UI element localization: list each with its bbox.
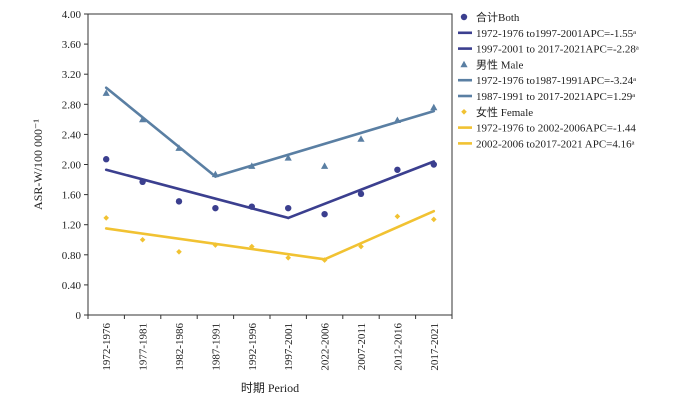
data-point	[393, 116, 401, 123]
legend-marker	[460, 13, 468, 21]
legend-fit-label: 1987-1991 to 2017-2021APC=1.29ᵃ	[476, 91, 635, 103]
legend-series-label: 男性 Male	[476, 57, 523, 71]
y-tick-label: 1.20	[62, 220, 82, 232]
x-tick-label: 2007-2011	[356, 323, 368, 370]
y-tick-label: 1.60	[62, 190, 82, 202]
data-point	[212, 204, 219, 212]
x-tick-label: 1997-2001	[283, 323, 295, 371]
data-point	[430, 161, 437, 168]
plot-area-frame	[87, 13, 453, 316]
data-point	[357, 190, 365, 198]
legend-fit-label: 1997-2001 to 2017-2021APC=-2.28ᵃ	[476, 44, 639, 56]
x-tick-label: 2012-2016	[392, 323, 404, 371]
data-point	[139, 115, 147, 123]
x-tick-label: 1982-1986	[174, 323, 186, 371]
x-tick-label: 1992-1996	[247, 323, 259, 371]
x-tick-label: 1987-1991	[210, 323, 222, 371]
data-point	[139, 236, 146, 243]
y-tick-label: 3.60	[62, 39, 82, 51]
data-point	[321, 162, 329, 169]
legend-fit-label: 1972-1976 to 2002-2006APC=-1.44	[476, 123, 636, 135]
x-tick-label: 2017-2021	[429, 323, 441, 371]
data-point	[321, 257, 328, 263]
y-tick-label: 4.00	[62, 9, 82, 21]
legend-fit-label: 1972-1976 to1987-1991APC=-3.24ᵃ	[476, 75, 636, 87]
data-point	[285, 255, 291, 261]
y-tick-label: 2.00	[62, 160, 82, 172]
legend-marker	[460, 60, 468, 68]
x-tick-label: 1972-1976	[101, 323, 113, 371]
fitted-trend-line	[286, 160, 436, 220]
data-point	[103, 215, 109, 221]
data-point	[249, 243, 255, 250]
fitted-trend-line	[323, 209, 436, 261]
data-point	[139, 178, 146, 186]
data-point	[358, 243, 364, 250]
data-point	[103, 156, 110, 163]
legend-series-label: 合计Both	[476, 10, 520, 24]
data-point	[212, 242, 219, 248]
legend-marker	[461, 109, 467, 115]
y-axis-title: ASR-W/100 000⁻¹	[31, 119, 45, 210]
y-tick-label: 2.40	[62, 129, 82, 141]
y-tick-label: 2.80	[62, 99, 82, 111]
legend-fit-label: 2002-2006 to2017-2021 APC=4.16ᵃ	[476, 138, 635, 150]
y-tick-label: 0.80	[62, 250, 82, 262]
y-tick-label: 0.40	[62, 280, 82, 292]
data-point	[394, 213, 401, 220]
y-tick-label: 0	[76, 310, 82, 322]
legend-series-label: 女性 Female	[476, 105, 533, 119]
data-point	[102, 89, 110, 96]
x-tick-label: 2022-2006	[320, 323, 332, 371]
data-point	[248, 162, 256, 169]
fitted-trend-line	[104, 86, 217, 178]
data-point	[430, 103, 438, 111]
data-point	[285, 204, 292, 212]
data-point	[211, 170, 219, 178]
data-point	[394, 166, 401, 173]
data-point	[175, 144, 183, 151]
data-point	[357, 135, 365, 142]
fitted-trend-line	[104, 168, 290, 220]
data-point	[321, 210, 328, 218]
data-point	[175, 198, 183, 205]
x-tick-label: 1977-1981	[138, 323, 150, 371]
data-point	[284, 154, 292, 161]
x-axis-title: 时期 Period	[241, 381, 299, 395]
legend-fit-label: 1972-1976 to1997-2001APC=-1.55ᵃ	[476, 28, 636, 40]
data-point	[176, 248, 182, 255]
data-point	[431, 216, 437, 223]
y-tick-label: 3.20	[62, 69, 82, 81]
data-point	[248, 203, 255, 210]
